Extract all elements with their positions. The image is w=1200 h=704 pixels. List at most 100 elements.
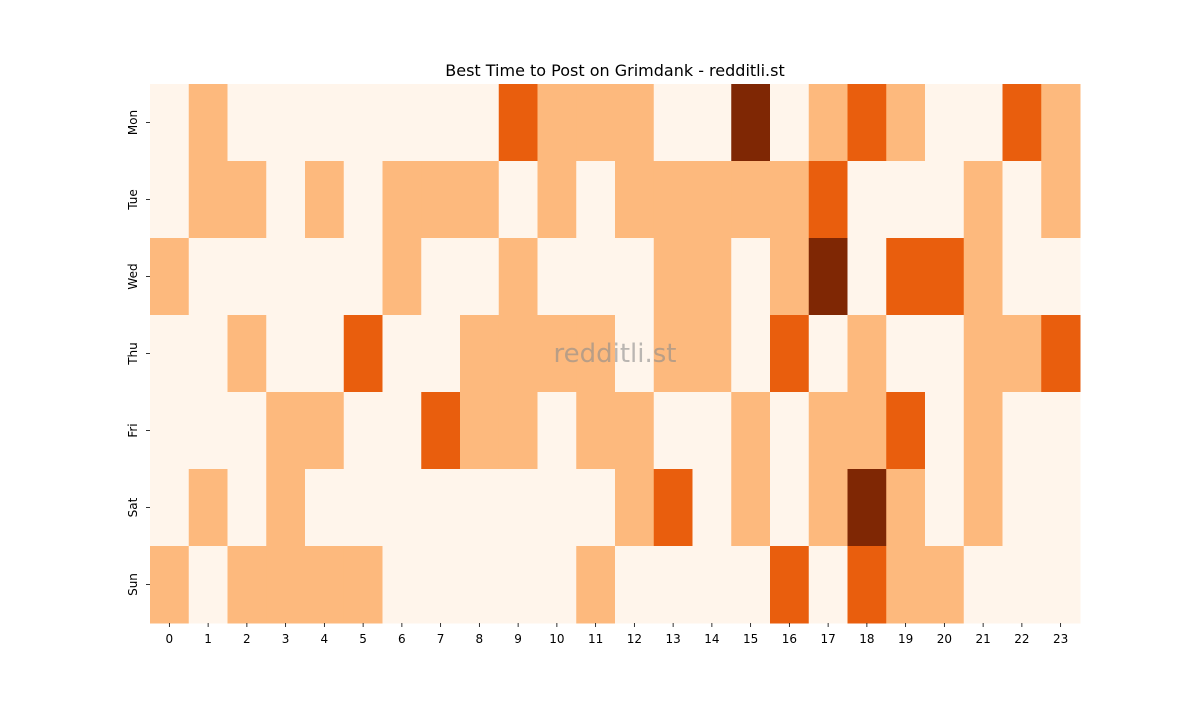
heatmap-cell	[847, 84, 887, 162]
heatmap-cell	[421, 546, 461, 624]
heatmap-cell	[653, 315, 693, 393]
heatmap-cell	[498, 392, 538, 470]
x-tick-label: 23	[1053, 632, 1068, 646]
heatmap-cell	[847, 392, 887, 470]
heatmap-cell	[692, 469, 732, 547]
heatmap-cell	[770, 546, 810, 624]
heatmap-cell	[576, 392, 616, 470]
heatmap-cell	[150, 161, 190, 239]
heatmap-cell	[537, 238, 577, 316]
x-tick-label: 13	[665, 632, 680, 646]
heatmap-cell	[731, 392, 771, 470]
x-tick-label: 11	[588, 632, 603, 646]
heatmap-cell	[421, 392, 461, 470]
x-tick-label: 1	[204, 632, 212, 646]
heatmap-cell	[498, 315, 538, 393]
y-tick-label: Sat	[126, 497, 140, 517]
heatmap-cell	[382, 84, 422, 162]
x-tick-label: 8	[476, 632, 484, 646]
heatmap-cell	[1041, 238, 1081, 316]
heatmap-cell	[266, 315, 306, 393]
heatmap-cell	[692, 238, 732, 316]
heatmap-cell	[1041, 546, 1081, 624]
x-tick-label: 22	[1014, 632, 1029, 646]
heatmap-cell	[343, 315, 383, 393]
heatmap-cell	[382, 238, 422, 316]
heatmap-cell	[421, 161, 461, 239]
heatmap-cell	[653, 392, 693, 470]
heatmap-cell	[188, 315, 228, 393]
heatmap-cell	[266, 238, 306, 316]
heatmap-cell	[343, 392, 383, 470]
x-tick-label: 17	[820, 632, 835, 646]
y-tick-label: Sun	[126, 573, 140, 596]
heatmap-cell	[963, 546, 1003, 624]
heatmap-cell	[227, 546, 267, 624]
heatmap-cell	[576, 315, 616, 393]
heatmap-cell	[537, 392, 577, 470]
heatmap-cell	[460, 161, 500, 239]
heatmap-cell	[615, 161, 655, 239]
heatmap-cell	[692, 161, 732, 239]
heatmap-cell	[150, 392, 190, 470]
heatmap-cell	[692, 84, 732, 162]
chart-title: Best Time to Post on Grimdank - redditli…	[445, 61, 785, 80]
heatmap-cell	[150, 238, 190, 316]
heatmap-cell	[576, 546, 616, 624]
heatmap-cell	[343, 546, 383, 624]
x-tick-label: 4	[321, 632, 329, 646]
heatmap-cell	[886, 161, 926, 239]
heatmap-cell	[615, 469, 655, 547]
x-tick-label: 9	[514, 632, 522, 646]
heatmap-cell	[1041, 392, 1081, 470]
heatmap-cell	[188, 161, 228, 239]
heatmap-cell	[808, 546, 848, 624]
heatmap-cell	[886, 315, 926, 393]
heatmap-cell	[963, 238, 1003, 316]
heatmap-cell	[343, 84, 383, 162]
heatmap-cell	[382, 315, 422, 393]
heatmap-cell	[382, 546, 422, 624]
heatmap-cell	[808, 84, 848, 162]
heatmap-cell	[188, 238, 228, 316]
heatmap-cell	[498, 238, 538, 316]
heatmap-cell	[1002, 315, 1042, 393]
heatmap-cell	[615, 315, 655, 393]
heatmap-cell	[382, 469, 422, 547]
heatmap-cell	[460, 392, 500, 470]
heatmap-cell	[731, 315, 771, 393]
heatmap-cell	[615, 84, 655, 162]
y-tick-label: Wed	[126, 263, 140, 289]
heatmap-cell	[925, 546, 965, 624]
heatmap-cell	[963, 315, 1003, 393]
heatmap-cell	[692, 315, 732, 393]
heatmap-cell	[1002, 392, 1042, 470]
heatmap-cell	[498, 546, 538, 624]
heatmap-cell	[653, 469, 693, 547]
heatmap-cell	[1002, 546, 1042, 624]
heatmap-cell	[653, 161, 693, 239]
heatmap-cell	[150, 469, 190, 547]
heatmap-cell	[150, 546, 190, 624]
x-tick-label: 0	[166, 632, 174, 646]
heatmap-cell	[925, 469, 965, 547]
heatmap-cell	[305, 161, 345, 239]
heatmap-cell	[188, 392, 228, 470]
heatmap-cell	[576, 469, 616, 547]
heatmap-cell	[498, 161, 538, 239]
heatmap-cell	[963, 469, 1003, 547]
y-axis: Mon Tue Wed Thu Fri Sat Sun	[126, 110, 150, 596]
heatmap-cell	[653, 84, 693, 162]
heatmap-cell	[227, 84, 267, 162]
heatmap-cell	[227, 161, 267, 239]
heatmap-cell	[808, 315, 848, 393]
heatmap-cell	[770, 469, 810, 547]
heatmap-cell	[421, 238, 461, 316]
heatmap-cell	[731, 469, 771, 547]
heatmap-cell	[808, 392, 848, 470]
x-tick-label: 20	[937, 632, 952, 646]
heatmap-cell	[576, 238, 616, 316]
heatmap-cells	[150, 84, 1081, 624]
x-tick-label: 18	[859, 632, 874, 646]
